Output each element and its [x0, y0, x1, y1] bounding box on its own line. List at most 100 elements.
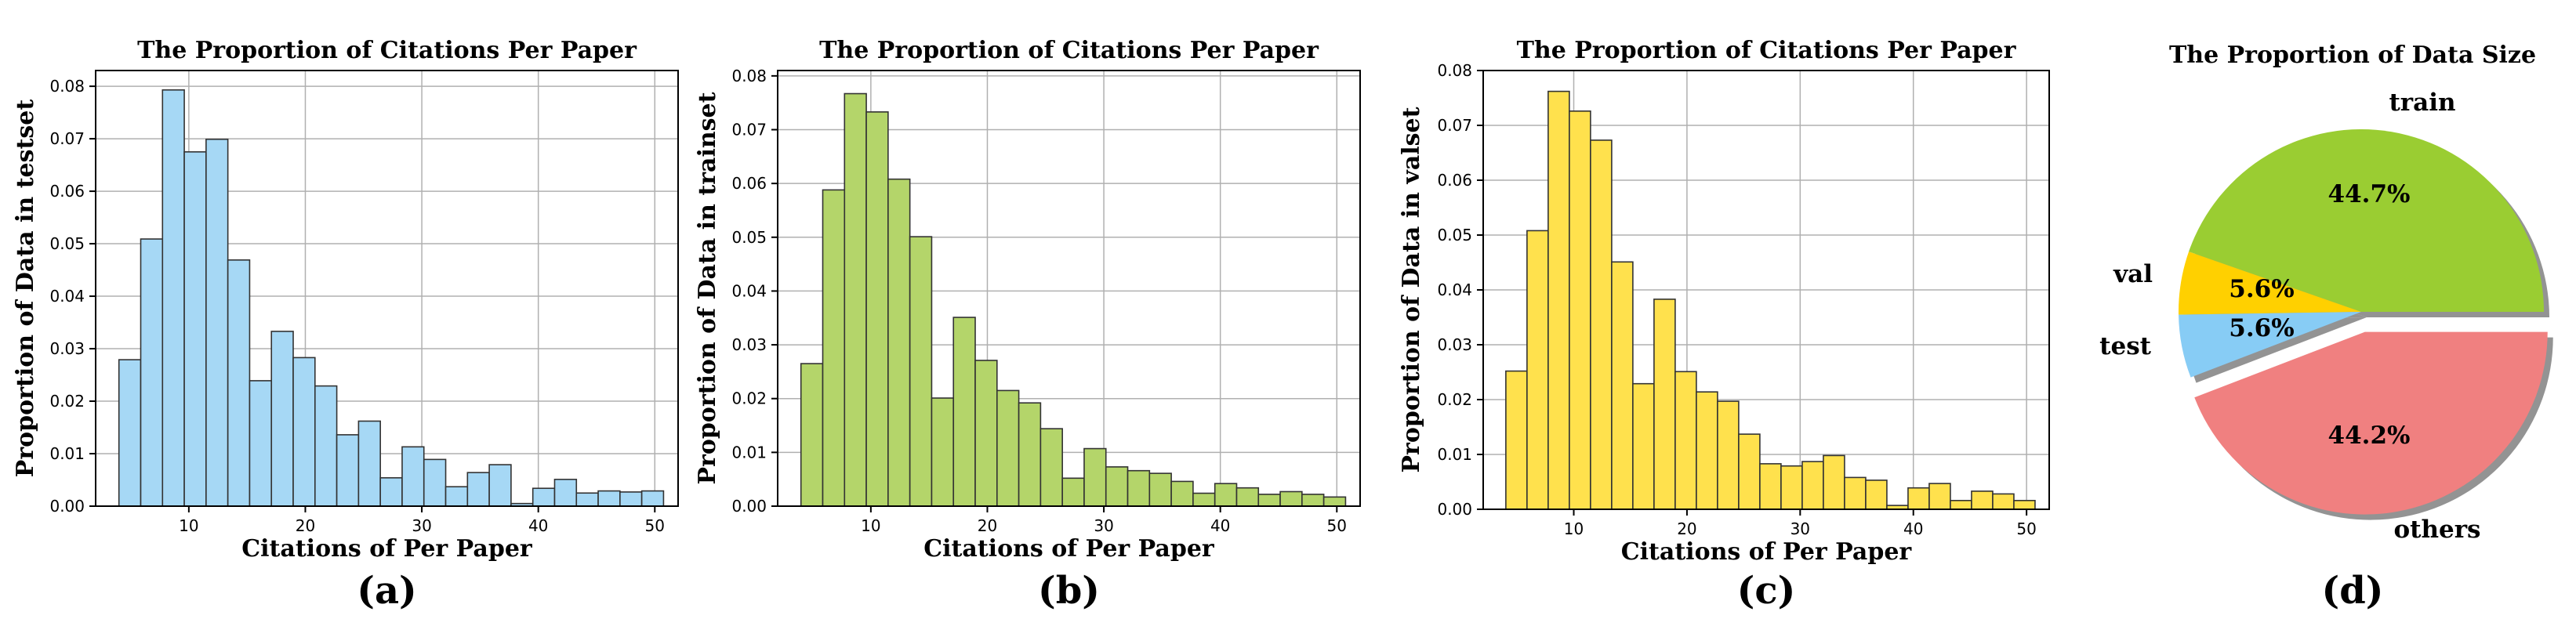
histogram-bar	[1526, 230, 1549, 510]
histogram-bar	[1780, 465, 1803, 510]
y-tick-label: 0.00	[731, 497, 767, 516]
pie-slice-train	[2189, 129, 2544, 312]
x-tick-label: 50	[1327, 516, 1347, 535]
x-tick-label: 30	[412, 516, 431, 535]
x-tick-label: 50	[645, 516, 665, 535]
y-tick-label: 0.07	[49, 129, 85, 148]
histogram-bar	[1569, 110, 1591, 510]
histogram-bar	[640, 490, 665, 507]
histogram-bar	[1235, 487, 1260, 507]
histogram-bar	[466, 472, 490, 507]
axes-frame	[777, 70, 1361, 507]
pie-label-test: test	[2099, 332, 2151, 360]
pie-pct-val: 5.6%	[2229, 275, 2294, 303]
histogram-bar	[1279, 490, 1303, 507]
x-axis-label: Citations of Per Paper	[1621, 538, 1913, 566]
x-axis-label: Citations of Per Paper	[241, 535, 533, 563]
pie-label-others: others	[2393, 516, 2480, 544]
histogram-bar	[1018, 402, 1042, 507]
histogram-bar	[1632, 382, 1655, 510]
y-tick-label: 0.08	[731, 67, 767, 85]
histogram-bar	[336, 434, 360, 507]
histogram-bar	[205, 138, 229, 507]
y-axis-label: Proportion of Data in trainset	[694, 92, 721, 484]
histogram-bar	[887, 178, 911, 507]
y-tick-label: 0.05	[731, 228, 767, 247]
histogram-bar	[140, 238, 164, 507]
histogram-bar	[909, 236, 933, 507]
histogram-bar	[952, 317, 976, 507]
y-tick-label: 0.03	[731, 335, 767, 354]
histogram-bar	[1590, 139, 1613, 510]
chart-title: The Proportion of Citations Per Paper	[1517, 37, 2017, 64]
histogram-bar	[423, 458, 447, 507]
y-tick-label: 0.04	[731, 281, 767, 300]
histogram-bar	[1611, 261, 1634, 510]
x-tick-label: 40	[1210, 516, 1230, 535]
histogram-bar	[1547, 90, 1570, 510]
y-axis-label: Proportion of Data in valset	[1398, 107, 1425, 472]
histogram-bar	[1674, 371, 1697, 510]
pie-pct-train: 44.7%	[2328, 180, 2411, 208]
histogram-bar	[292, 357, 316, 507]
histogram-bar	[1148, 472, 1172, 507]
y-tick-label: 0.00	[1437, 500, 1472, 519]
histogram-bar	[1907, 487, 1930, 510]
x-tick-label: 30	[1094, 516, 1113, 535]
pie-data-size: The Proportion of Data Size train 44.7% val…	[2099, 42, 2553, 613]
pie-label-val: val	[2113, 260, 2153, 288]
chart-title: The Proportion of Citations Per Paper	[137, 37, 637, 64]
histogram-bar	[183, 151, 207, 507]
histogram-bar	[444, 486, 469, 507]
x-tick-label: 10	[1564, 519, 1584, 538]
histogram-bar	[822, 189, 846, 507]
y-tick-label: 0.05	[49, 234, 85, 253]
x-tick-label: 30	[1791, 519, 1810, 538]
histogram-bar	[575, 492, 599, 507]
y-tick-label: 0.02	[1437, 390, 1472, 409]
histogram-bar	[1823, 454, 1845, 510]
histogram-bar	[1717, 400, 1740, 510]
axes-frame	[95, 70, 679, 507]
histogram-bar	[1322, 496, 1347, 507]
histogram-bar	[1127, 469, 1151, 507]
y-tick-label: 0.08	[1437, 61, 1472, 80]
histogram-bar	[401, 446, 425, 507]
y-tick-label: 0.03	[49, 339, 85, 358]
histogram-bar	[1865, 480, 1888, 510]
histogram-bar	[1170, 480, 1194, 507]
x-tick-label: 10	[179, 516, 198, 535]
pie-slice-others	[2194, 331, 2548, 515]
histogram-bar	[1696, 391, 1718, 510]
histogram-bar	[357, 420, 381, 507]
y-tick-label: 0.04	[49, 287, 85, 306]
x-tick-label: 20	[978, 516, 997, 535]
y-tick-label: 0.04	[1437, 280, 1472, 299]
histogram-valset: 0.00 0.01 0.02 0.03 0.04 0.05 0.06 0.07 0.08 10 20…	[1398, 37, 2050, 613]
histogram-bar	[314, 385, 338, 507]
pie-pct-others: 44.2%	[2328, 422, 2411, 450]
histogram-bar	[1801, 461, 1824, 510]
x-tick-label: 10	[861, 516, 880, 535]
histogram-bar	[1105, 466, 1129, 507]
histogram-trainset: 0.00 0.01 0.02 0.03 0.04 0.05 0.06 0.07 0.08 10 20…	[694, 37, 1361, 613]
histogram-bar	[227, 259, 251, 507]
chart-title: The Proportion of Data Size	[2169, 42, 2536, 69]
histogram-bar	[931, 397, 955, 507]
histogram-bar	[379, 477, 403, 507]
histogram-bar	[553, 479, 578, 507]
y-tick-label: 0.03	[1437, 335, 1472, 354]
y-tick-label: 0.01	[1437, 445, 1472, 464]
pie-label-train: train	[2389, 89, 2455, 117]
pie-slice-test	[2179, 312, 2361, 378]
histogram-bar	[1992, 493, 2015, 510]
y-tick-label: 0.02	[731, 389, 767, 408]
histogram-bar	[597, 490, 621, 507]
histogram-bar	[1214, 483, 1238, 507]
y-tick-label: 0.00	[49, 497, 85, 516]
histogram-bar	[118, 359, 142, 507]
y-tick-label: 0.08	[49, 77, 85, 96]
histogram-bar	[619, 491, 643, 507]
y-tick-label: 0.01	[731, 443, 767, 461]
histogram-bar	[1844, 476, 1867, 510]
